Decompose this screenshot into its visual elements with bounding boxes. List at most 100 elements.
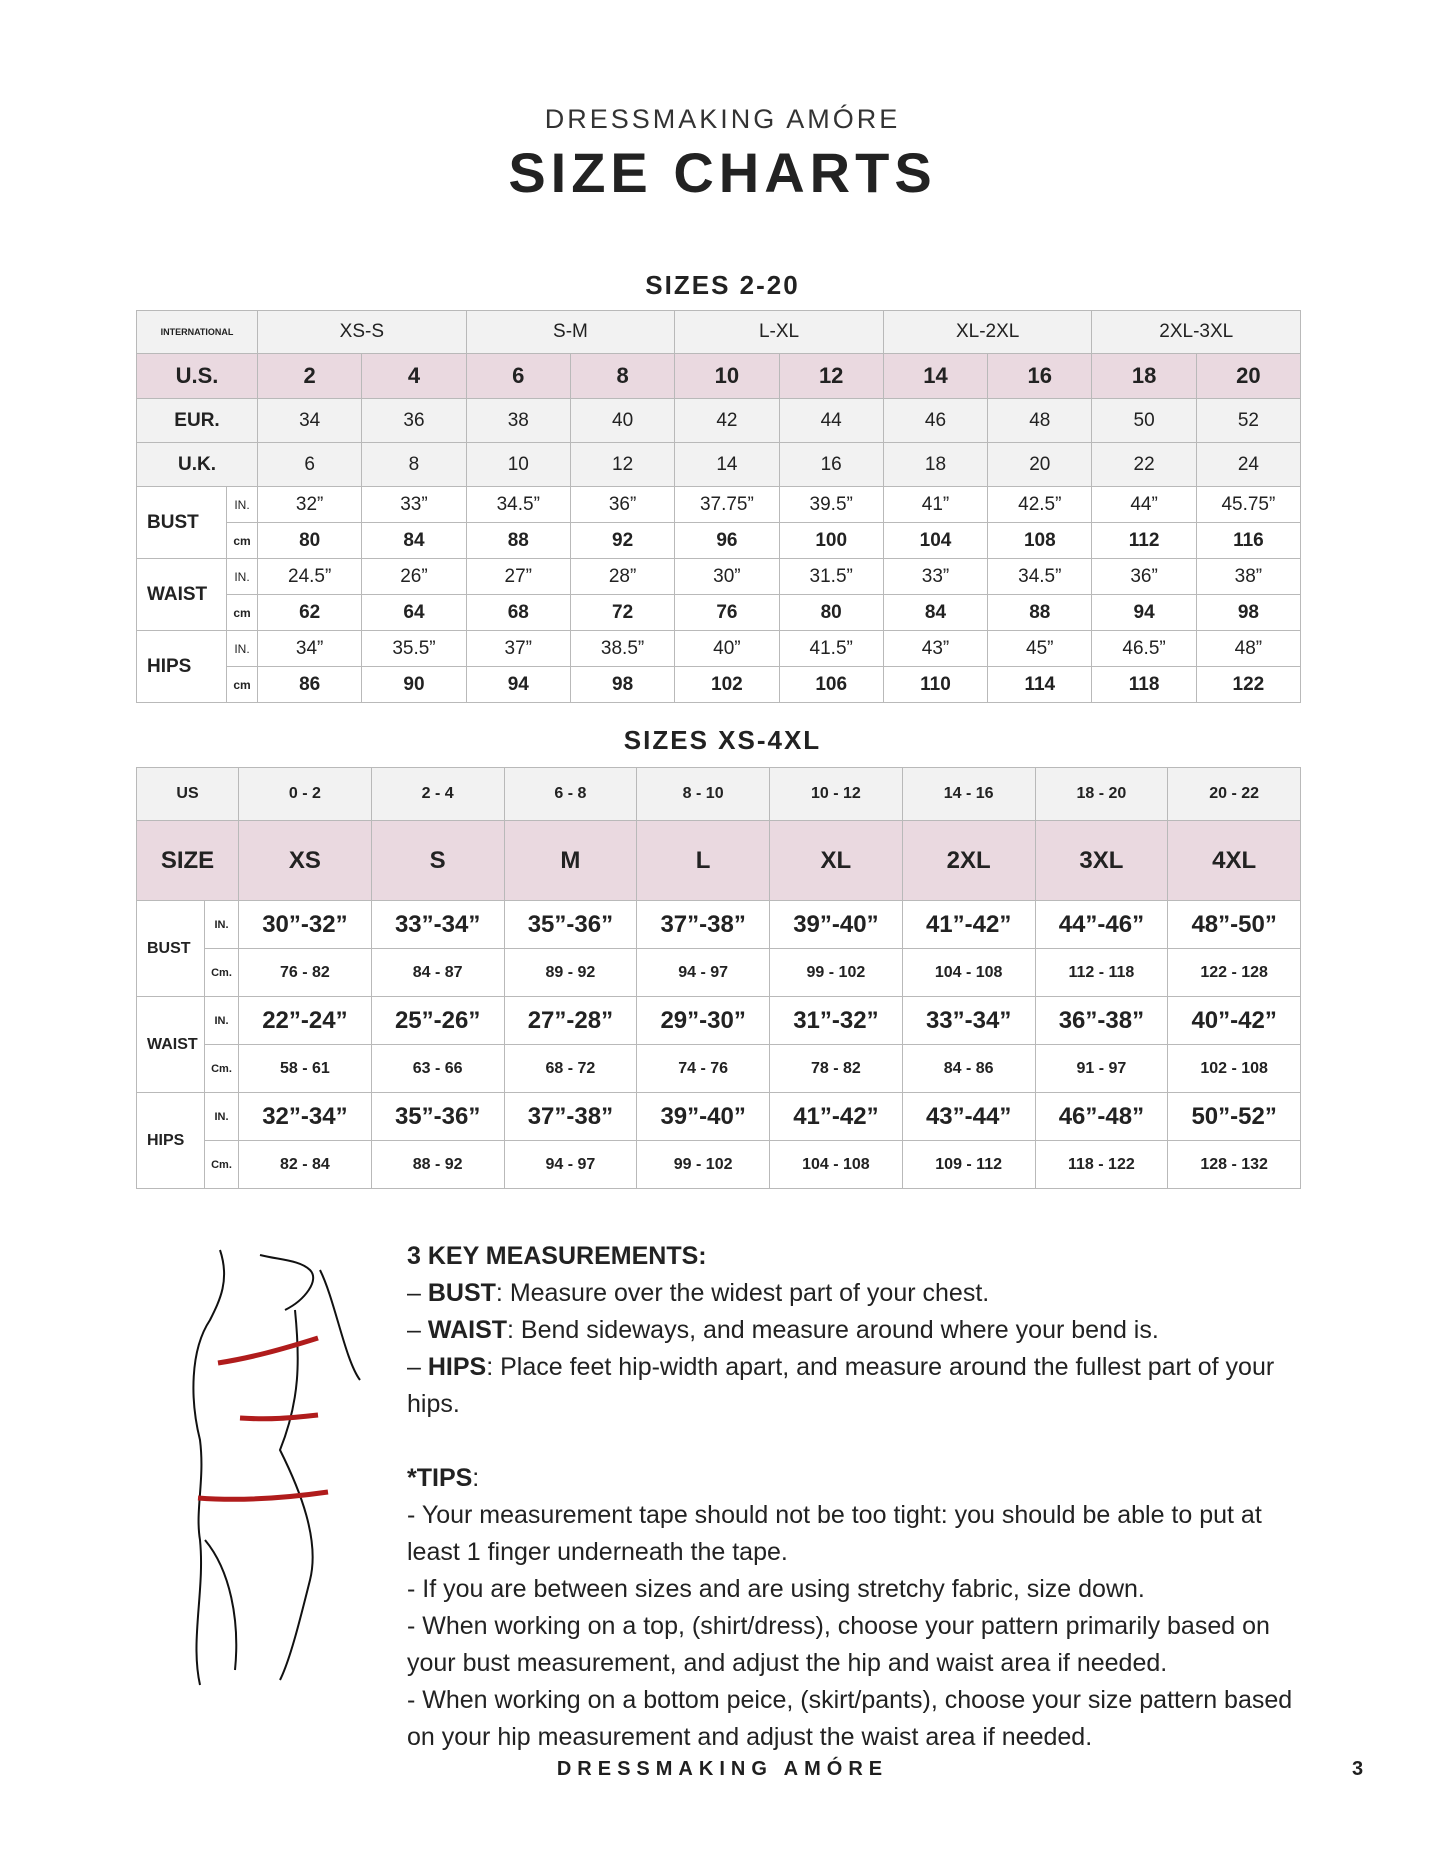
eur-size-cell: 48 [987, 398, 1093, 443]
measure-in-row: WAIST IN. 24.5” 26” 27” 28” 30” 31.5” 33” 34.5” 36… [136, 558, 1302, 631]
us-row: U.S. 2 4 6 8 10 12 14 16 18 20 [135, 353, 1302, 399]
waist-tape-line [239, 1412, 319, 1422]
uk-size-cell: 12 [569, 442, 676, 487]
inch-range: 46”-48” [1034, 1092, 1169, 1141]
brand-heading: DRESSMAKING AMÓRE [544, 104, 901, 134]
cm-value: 72 [569, 594, 676, 631]
us-size-cell: 20 [1195, 353, 1302, 399]
us-size-cell: 10 [674, 353, 780, 399]
inch-range: 40”-42” [1167, 996, 1302, 1045]
inch-value: 48” [1195, 630, 1302, 667]
inch-value: 46.5” [1091, 630, 1197, 667]
bust-tape-line [217, 1335, 319, 1366]
size-cell: L [636, 820, 771, 901]
unit-label: Cm. [203, 1044, 240, 1093]
inch-range: 50”-52” [1167, 1092, 1302, 1141]
tips-heading: *TIPS: [407, 1464, 480, 1492]
us-range-cell: 10 - 12 [769, 767, 903, 821]
inch-range: 44”-46” [1034, 900, 1169, 949]
us-range-cell: 20 - 22 [1167, 767, 1302, 821]
row-label: U.S. [135, 353, 259, 399]
unit-label: IN. [203, 900, 240, 949]
inch-range: 43”-44” [901, 1092, 1036, 1141]
tip-2: - If you are between sizes and are using… [407, 1575, 1145, 1603]
notes-heading: 3 KEY MEASUREMENTS: [407, 1242, 707, 1270]
tip-1: - Your measurement tape should not be to… [407, 1501, 1262, 1566]
cm-value: 84 [882, 594, 989, 631]
table2-title: SIZES XS-4XL [623, 725, 822, 755]
us-size-cell: 14 [882, 353, 989, 399]
us-size-cell: 18 [1091, 353, 1197, 399]
measure-in-row: BUST IN. 32” 33” 34.5” 36” 37.75” 39.5” 41” 42.5”… [136, 486, 1302, 559]
inch-range: 37”-38” [503, 1092, 638, 1141]
cm-range: 128 - 132 [1167, 1140, 1302, 1189]
inch-range: 36”-38” [1034, 996, 1169, 1045]
inch-value: 34” [257, 630, 363, 667]
cm-value: 106 [778, 666, 884, 703]
cm-value: 110 [882, 666, 989, 703]
cm-range: 122 - 128 [1167, 948, 1302, 997]
size-cell: XL [769, 820, 903, 901]
size-row: SIZE XS S M L XL 2XL 3XL 4XL [135, 820, 1302, 901]
uk-size-cell: 10 [465, 442, 571, 487]
cm-value: 76 [674, 594, 780, 631]
eur-row: EUR. 34 36 38 40 42 44 46 48 50 52 [135, 398, 1302, 443]
inch-value: 38” [1195, 558, 1302, 595]
unit-label: IN. [225, 558, 259, 595]
cm-value: 92 [569, 522, 676, 559]
measure-label: WAIST [136, 996, 205, 1093]
us-range-cell: 8 - 10 [636, 767, 771, 821]
inch-value: 34.5” [465, 486, 571, 523]
note-waist: – WAIST: Bend sideways, and measure arou… [407, 1316, 1159, 1344]
cm-value: 84 [361, 522, 467, 559]
cm-value: 62 [257, 594, 363, 631]
us-range-cell: 0 - 2 [238, 767, 372, 821]
size-cell: M [503, 820, 638, 901]
measurement-notes: 3 KEY MEASUREMENTS: – BUST: Measure over… [407, 1238, 1307, 1756]
row-label: SIZE [135, 820, 240, 901]
cm-value: 98 [569, 666, 676, 703]
inch-range: 30”-32” [238, 900, 372, 949]
intl-size-cell: S-M [465, 310, 676, 354]
measure-cm-row: Cm. 58 - 61 63 - 66 68 - 72 74 - 76 78 - 82 84… [137, 1044, 1302, 1093]
inch-value: 36” [569, 486, 676, 523]
cm-value: 122 [1195, 666, 1302, 703]
size-cell: XS [238, 820, 372, 901]
eur-size-cell: 42 [674, 398, 780, 443]
cm-range: 58 - 61 [238, 1044, 372, 1093]
inch-value: 40” [674, 630, 780, 667]
cm-range: 74 - 76 [636, 1044, 771, 1093]
inch-range: 39”-40” [636, 1092, 771, 1141]
uk-size-cell: 6 [257, 442, 363, 487]
inch-value: 33” [361, 486, 467, 523]
inch-value: 39.5” [778, 486, 884, 523]
cm-value: 104 [882, 522, 989, 559]
cm-range: 118 - 122 [1034, 1140, 1169, 1189]
inch-value: 24.5” [257, 558, 363, 595]
cm-range: 99 - 102 [636, 1140, 771, 1189]
inch-value: 30” [674, 558, 780, 595]
measure-in-row: BUST IN. 30”-32” 33”-34” 35”-36” 37”-38” 39”-4… [136, 900, 1302, 997]
inch-range: 35”-36” [503, 900, 638, 949]
us-range-cell: 18 - 20 [1034, 767, 1169, 821]
inch-value: 41” [882, 486, 989, 523]
uk-size-cell: 20 [987, 442, 1093, 487]
eur-size-cell: 34 [257, 398, 363, 443]
inch-range: 33”-34” [901, 996, 1036, 1045]
row-label: EUR. [135, 398, 259, 443]
cm-value: 86 [257, 666, 363, 703]
us-size-cell: 16 [987, 353, 1093, 399]
cm-value: 96 [674, 522, 780, 559]
size-cell: 4XL [1167, 820, 1302, 901]
inch-range: 33”-34” [370, 900, 505, 949]
hips-tape-line [197, 1489, 329, 1502]
tip-3: - When working on a top, (shirt/dress), … [407, 1612, 1270, 1677]
cm-value: 88 [987, 594, 1093, 631]
cm-value: 118 [1091, 666, 1197, 703]
cm-range: 109 - 112 [901, 1140, 1036, 1189]
intl-size-cell: 2XL-3XL [1091, 310, 1302, 354]
body-measurement-illustration [192, 1249, 361, 1686]
cm-range: 76 - 82 [238, 948, 372, 997]
us-range-cell: 6 - 8 [503, 767, 638, 821]
